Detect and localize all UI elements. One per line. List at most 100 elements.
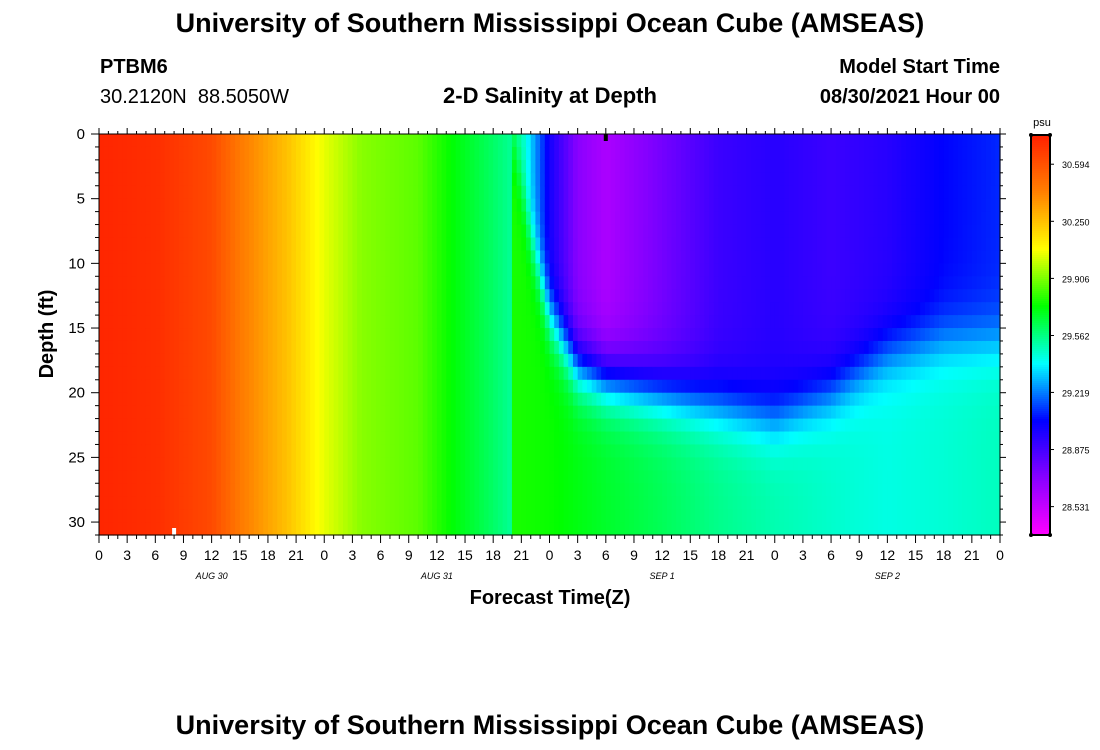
heatmap-cell xyxy=(587,134,593,148)
heatmap-cell xyxy=(807,211,813,226)
heatmap-cell xyxy=(206,353,213,368)
heatmap-cell xyxy=(671,328,677,342)
heatmap-cell xyxy=(446,340,452,355)
heatmap-cell xyxy=(164,315,170,329)
heatmap-cell xyxy=(244,146,250,161)
heatmap-cell xyxy=(849,483,856,497)
heatmap-cell xyxy=(239,379,246,394)
heatmap-cell xyxy=(798,340,804,355)
heatmap-cell xyxy=(507,431,513,446)
heatmap-cell xyxy=(117,483,124,497)
heatmap-cell xyxy=(244,211,250,226)
heatmap-cell xyxy=(774,392,781,407)
heatmap-cell xyxy=(610,211,616,226)
heatmap-cell xyxy=(450,146,457,161)
heatmap-cell xyxy=(131,237,138,252)
heatmap-cell xyxy=(389,418,396,433)
heatmap-cell xyxy=(446,315,452,329)
heatmap-cell xyxy=(465,134,471,148)
heatmap-cell xyxy=(591,418,598,433)
heatmap-cell xyxy=(718,302,724,316)
heatmap-cell xyxy=(676,470,682,484)
heatmap-cell xyxy=(418,431,424,446)
heatmap-cell xyxy=(732,444,738,458)
heatmap-cell xyxy=(436,224,443,239)
heatmap-cell xyxy=(727,198,734,213)
heatmap-cell xyxy=(324,379,330,394)
heatmap-cell xyxy=(305,392,311,407)
heatmap-cell xyxy=(845,483,851,497)
heatmap-cell xyxy=(685,457,691,471)
heatmap-cell xyxy=(141,340,147,355)
heatmap-cell xyxy=(502,431,508,446)
heatmap-cell xyxy=(202,522,208,536)
heatmap-cell xyxy=(563,302,569,316)
heatmap-cell xyxy=(436,340,443,355)
heatmap-cell xyxy=(587,457,593,471)
heatmap-cell xyxy=(502,172,508,187)
heatmap-cell xyxy=(849,315,856,329)
heatmap-cell xyxy=(160,457,166,471)
heatmap-cell xyxy=(338,198,344,213)
heatmap-cell xyxy=(192,522,199,536)
heatmap-cell xyxy=(662,146,668,161)
heatmap-cell xyxy=(319,483,325,497)
heatmap-cell xyxy=(488,146,494,161)
heatmap-cell xyxy=(516,237,522,252)
heatmap-cell xyxy=(375,289,382,303)
heatmap-cell xyxy=(328,522,335,536)
heatmap-cell xyxy=(596,483,602,497)
heatmap-cell xyxy=(676,276,682,290)
heatmap-cell xyxy=(122,353,128,368)
heatmap-cell xyxy=(755,379,762,394)
heatmap-cell xyxy=(535,172,541,187)
heatmap-cell xyxy=(188,250,194,264)
heatmap-cell xyxy=(422,470,429,484)
heatmap-cell xyxy=(216,431,222,446)
heatmap-cell xyxy=(197,159,203,174)
heatmap-cell xyxy=(765,522,771,536)
heatmap-cell xyxy=(798,276,804,290)
heatmap-cell xyxy=(549,172,555,187)
heatmap-cell xyxy=(141,328,147,342)
heatmap-cell xyxy=(225,276,231,290)
heatmap-cell xyxy=(732,366,738,381)
heatmap-cell xyxy=(718,431,724,446)
heatmap-cell xyxy=(704,470,710,484)
heatmap-cell xyxy=(572,134,579,148)
heatmap-cell xyxy=(821,379,827,394)
heatmap-cell xyxy=(286,302,292,316)
heatmap-cell xyxy=(709,366,715,381)
heatmap-cell xyxy=(174,509,180,523)
heatmap-cell xyxy=(310,134,316,148)
heatmap-cell xyxy=(507,302,513,316)
heatmap-cell xyxy=(633,289,640,303)
heatmap-cell xyxy=(779,392,785,407)
heatmap-cell xyxy=(530,444,537,458)
heatmap-cell xyxy=(202,263,208,277)
heatmap-cell xyxy=(465,172,471,187)
heatmap-cell xyxy=(835,470,842,484)
heatmap-cell xyxy=(446,198,452,213)
heatmap-cell xyxy=(544,496,551,510)
heatmap-cell xyxy=(174,211,180,226)
heatmap-cell xyxy=(263,237,269,252)
heatmap-cell xyxy=(816,353,823,368)
heatmap-cell xyxy=(108,431,114,446)
heatmap-cell xyxy=(310,172,316,187)
heatmap-cell xyxy=(483,444,490,458)
heatmap-cell xyxy=(375,405,382,420)
heatmap-cell xyxy=(582,457,588,471)
heatmap-cell xyxy=(338,379,344,394)
heatmap-cell xyxy=(849,185,856,200)
heatmap-cell xyxy=(568,289,574,303)
heatmap-cell xyxy=(713,172,720,187)
model-start-value: 08/30/2021 Hour 00 xyxy=(819,86,1000,108)
heatmap-cell xyxy=(314,224,321,239)
heatmap-cell xyxy=(441,146,447,161)
heatmap-cell xyxy=(333,185,339,200)
heatmap-cell xyxy=(385,379,391,394)
heatmap-cell xyxy=(385,509,391,523)
heatmap-cell xyxy=(479,328,485,342)
heatmap-cell xyxy=(206,328,213,342)
